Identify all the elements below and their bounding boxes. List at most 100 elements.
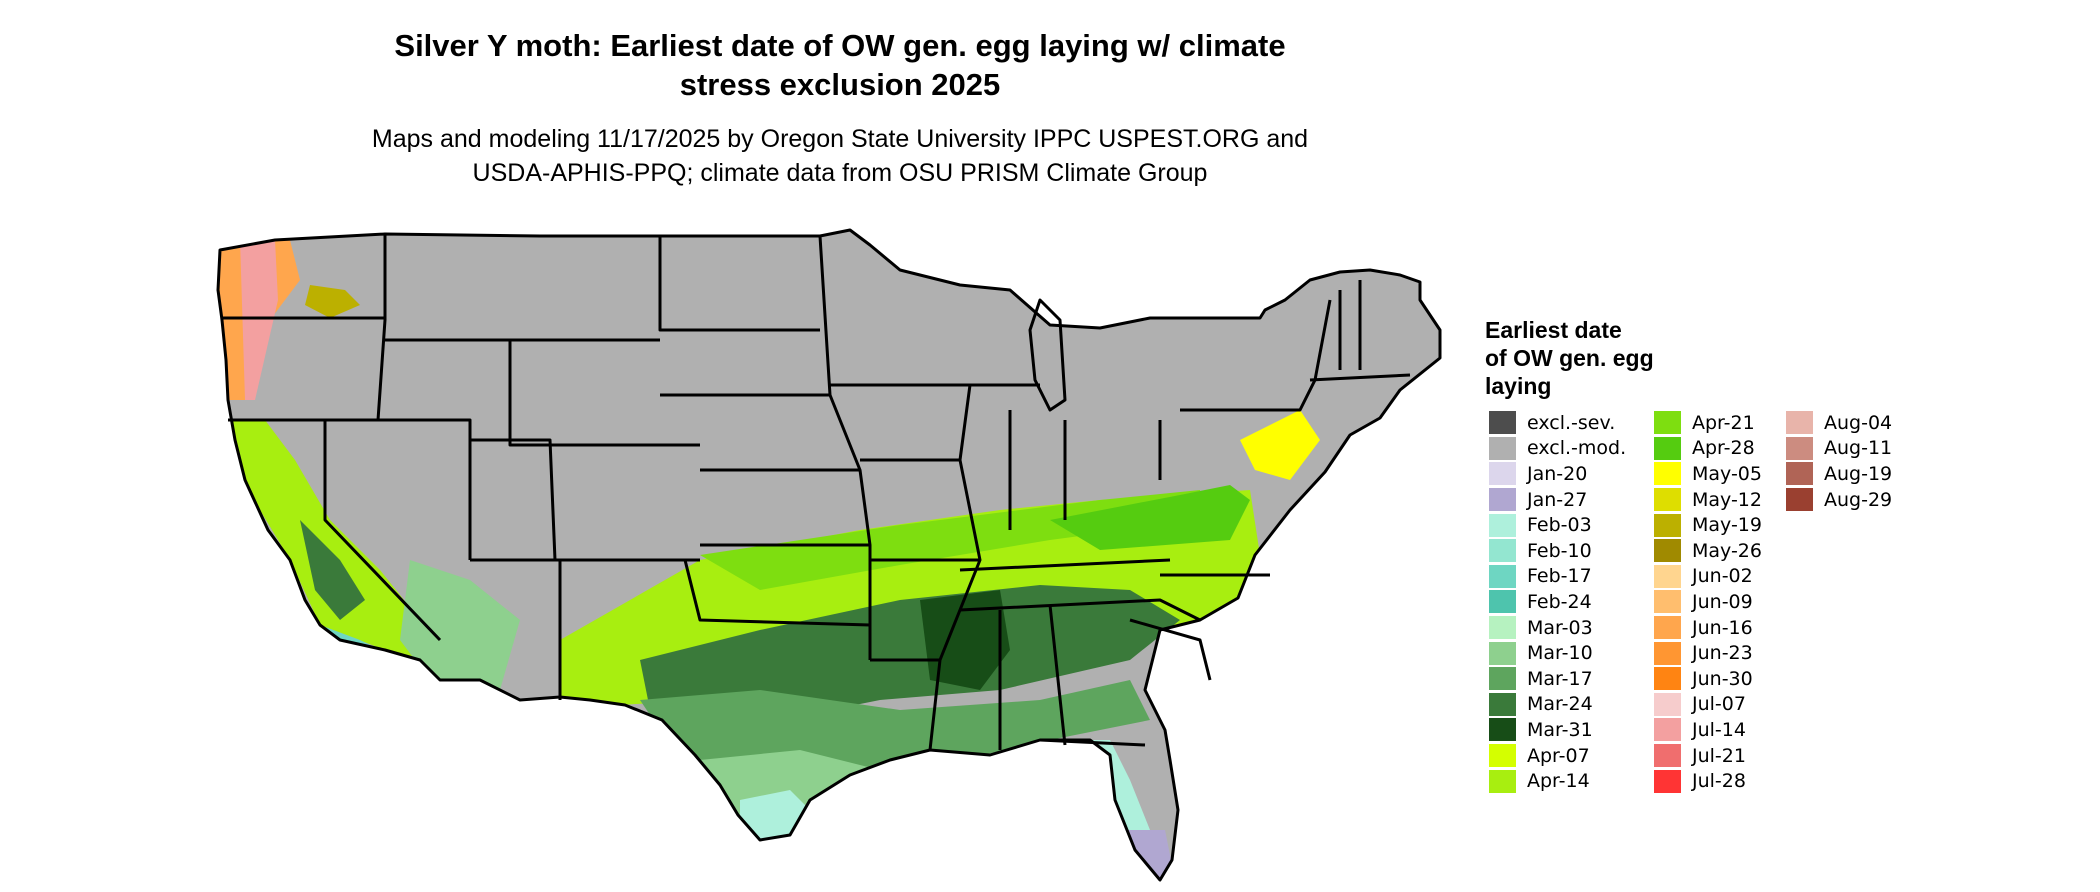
legend-label: Feb-03 xyxy=(1527,514,1592,537)
mississippi-river xyxy=(928,384,982,751)
legend-swatch xyxy=(1654,769,1681,793)
nv-east-border xyxy=(325,418,472,560)
legend-label: Aug-04 xyxy=(1824,411,1893,434)
legend-swatch xyxy=(1654,462,1681,486)
legend-swatch xyxy=(1654,667,1681,691)
legend-swatch xyxy=(1654,436,1681,460)
legend-swatch xyxy=(1786,436,1813,460)
legend-title-line-1: Earliest date xyxy=(1485,317,1622,343)
legend-swatch xyxy=(1489,488,1516,512)
legend-item: excl.-sev. xyxy=(1489,410,1626,436)
legend-column-3: Aug-04 Aug-11 Aug-19 Aug-29 xyxy=(1786,410,1892,512)
legend-swatch xyxy=(1489,513,1516,537)
legend-label: Mar-17 xyxy=(1527,667,1593,690)
legend-swatch xyxy=(1654,411,1681,435)
legend-label: Feb-17 xyxy=(1527,565,1592,588)
legend-label: May-05 xyxy=(1692,462,1762,485)
wy-co-border xyxy=(508,340,700,447)
climate-zones xyxy=(218,230,1440,880)
legend-swatch xyxy=(1489,616,1516,640)
legend-item: Jun-09 xyxy=(1654,589,1762,615)
map-title-line-1: Silver Y moth: Earliest date of OW gen. … xyxy=(394,28,1286,63)
legend-swatch xyxy=(1489,641,1516,665)
legend-label: Jun-09 xyxy=(1692,590,1753,613)
legend-swatch xyxy=(1654,513,1681,537)
legend-item: Feb-17 xyxy=(1489,564,1626,590)
legend-label: May-19 xyxy=(1692,514,1762,537)
legend-label: May-12 xyxy=(1692,488,1762,511)
legend-swatch xyxy=(1654,692,1681,716)
legend-item: Jul-21 xyxy=(1654,743,1762,769)
legend-item: Jul-07 xyxy=(1654,692,1762,718)
zone-arizona-desert xyxy=(400,560,520,690)
legend-item: excl.-mod. xyxy=(1489,436,1626,462)
zone-columbia-basin xyxy=(305,285,360,318)
legend-item: Mar-10 xyxy=(1489,640,1626,666)
legend-item: Aug-19 xyxy=(1786,461,1892,487)
legend-swatch xyxy=(1654,718,1681,742)
legend-column-1: excl.-sev. excl.-mod. Jan-20 Jan-27 Feb-03 Fe… xyxy=(1489,410,1626,794)
legend-swatch xyxy=(1786,411,1813,435)
legend-label: Aug-19 xyxy=(1824,462,1893,485)
ny-pa-border xyxy=(1180,379,1317,412)
legend-item: May-05 xyxy=(1654,461,1762,487)
legend-label: Mar-24 xyxy=(1527,693,1593,716)
legend-item: Aug-04 xyxy=(1786,410,1892,436)
map-title-line-2: stress exclusion 2025 xyxy=(679,67,1001,102)
legend-label: Aug-11 xyxy=(1824,437,1893,460)
great-lakes-michigan xyxy=(1028,298,1067,412)
new-england-borders xyxy=(1309,280,1411,382)
legend-item: Jan-20 xyxy=(1489,461,1626,487)
map-subtitle: Maps and modeling 11/17/2025 by Oregon S… xyxy=(300,122,1380,190)
legend-item: Aug-11 xyxy=(1786,436,1892,462)
legend-swatch xyxy=(1489,462,1516,486)
map-subtitle-line-1: Maps and modeling 11/17/2025 by Oregon S… xyxy=(371,125,1309,153)
legend-label: Jul-21 xyxy=(1692,744,1746,767)
legend-item: Jul-28 xyxy=(1654,768,1762,794)
legend-swatch xyxy=(1654,641,1681,665)
ga-fl-border xyxy=(1039,738,1146,747)
zone-alabama-core xyxy=(920,590,1010,690)
legend-label: Mar-03 xyxy=(1527,616,1593,639)
legend-label: Mar-10 xyxy=(1527,642,1593,665)
legend-item: Mar-03 xyxy=(1489,615,1626,641)
legend-item: Feb-24 xyxy=(1489,589,1626,615)
us-map xyxy=(216,228,1442,882)
legend-swatch xyxy=(1489,718,1516,742)
legend-swatch xyxy=(1489,590,1516,614)
legend-column-2: Apr-21 Apr-28 May-05 May-12 May-19 May-26 Jun-… xyxy=(1654,410,1762,794)
idaho-west-border xyxy=(376,234,387,421)
legend-label: Jul-07 xyxy=(1692,693,1746,716)
legend-swatch xyxy=(1654,564,1681,588)
legend-swatch xyxy=(1489,744,1516,768)
legend-item: Mar-31 xyxy=(1489,717,1626,743)
legend-label: Jul-28 xyxy=(1692,770,1746,793)
legend-swatch xyxy=(1654,488,1681,512)
legend-item: Apr-21 xyxy=(1654,410,1762,436)
ky-tn-border xyxy=(959,558,1171,572)
zone-mid-atlantic xyxy=(1240,410,1320,480)
map-title: Silver Y moth: Earliest date of OW gen. … xyxy=(300,26,1380,104)
legend-item: Jun-16 xyxy=(1654,615,1762,641)
legend-swatch xyxy=(1489,667,1516,691)
legend-label: Feb-10 xyxy=(1527,539,1592,562)
zone-gulf-inland xyxy=(640,680,1150,770)
tx-ok-border xyxy=(683,559,871,627)
legend-label: Jun-30 xyxy=(1692,667,1753,690)
legend-title: Earliest date of OW gen. egg laying xyxy=(1485,316,1745,400)
legend-label: Apr-28 xyxy=(1692,437,1755,460)
tn-south-border xyxy=(959,598,1201,622)
legend-label: Jun-23 xyxy=(1692,642,1753,665)
legend-item: Jan-27 xyxy=(1489,487,1626,513)
legend-item: Mar-24 xyxy=(1489,692,1626,718)
legend-item: Jul-14 xyxy=(1654,717,1762,743)
legend-swatch xyxy=(1489,539,1516,563)
legend-label: excl.-mod. xyxy=(1527,437,1627,460)
legend-label: Aug-29 xyxy=(1824,488,1893,511)
state-boundaries xyxy=(216,228,1442,882)
zone-central-valley xyxy=(300,520,365,620)
dakotas-border xyxy=(658,236,820,332)
legend-title-line-3: laying xyxy=(1485,373,1552,399)
legend-swatch xyxy=(1654,539,1681,563)
legend-item: Jun-02 xyxy=(1654,564,1762,590)
